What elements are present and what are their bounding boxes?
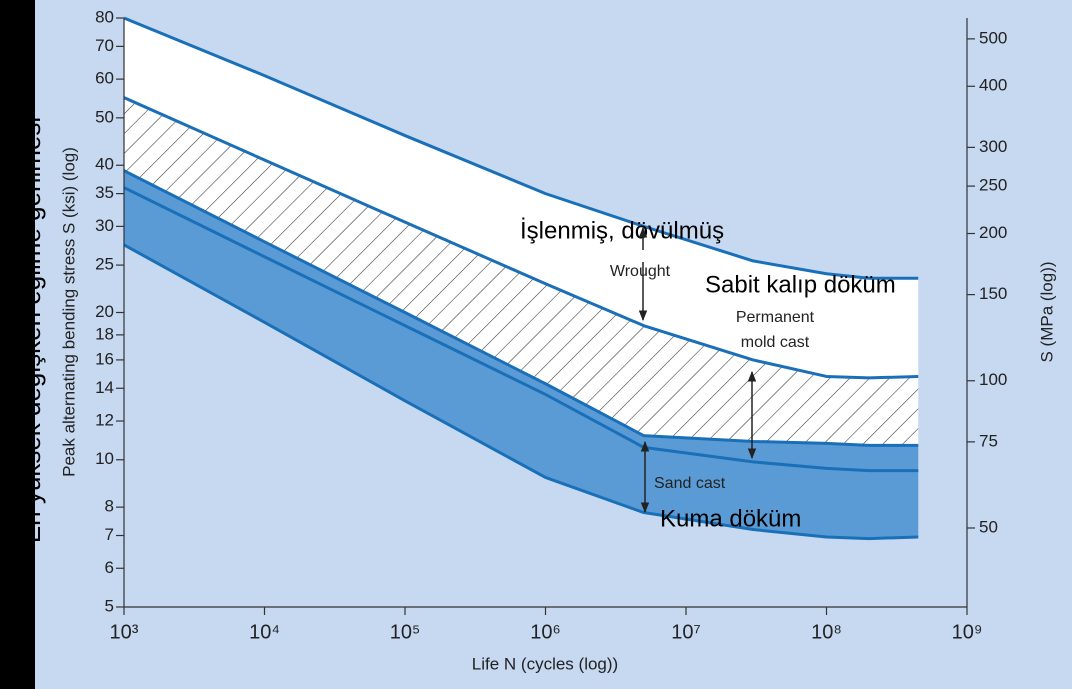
y2-tick-label: 75 (979, 431, 998, 450)
y-tick-label: 12 (95, 411, 114, 430)
y-tick-label: 10 (95, 449, 114, 468)
annotation: mold cast (741, 334, 810, 351)
band-fill (124, 18, 919, 378)
band-hatch (124, 97, 919, 446)
y2-tick-label: 500 (979, 28, 1007, 47)
y-tick-label: 6 (105, 558, 114, 577)
x-axis-label: Life N (cycles (log)) (472, 654, 618, 673)
annotation: Kuma döküm (660, 505, 801, 532)
y-tick-label: 80 (95, 7, 114, 26)
y-tick-label: 30 (95, 216, 114, 235)
y2-tick-label: 100 (979, 370, 1007, 389)
annotation: Permanent (736, 309, 815, 326)
annotation: Sabit kalıp döküm (705, 271, 896, 298)
y2-axis-label: S (MPa (log)) (1037, 261, 1056, 362)
y-axis-label: Peak alternating bending stress S (ksi) … (59, 147, 78, 477)
y-tick-label: 70 (95, 36, 114, 55)
y2-tick-label: 400 (979, 76, 1007, 95)
y-tick-label: 35 (95, 183, 114, 202)
annotation: Sand cast (654, 475, 726, 492)
x-tick-label: 10⁴ (249, 621, 280, 643)
x-tick-label: 10⁶ (530, 621, 560, 643)
y-tick-label: 60 (95, 69, 114, 88)
x-tick-label: 10⁸ (811, 621, 842, 643)
y2-tick-label: 200 (979, 223, 1007, 242)
annotation: Wrought (610, 263, 671, 280)
x-tick-label: 10⁷ (671, 621, 700, 643)
x-tick-label: 10³ (110, 621, 139, 643)
y-tick-label: 8 (105, 497, 114, 516)
y2-tick-label: 50 (979, 517, 998, 536)
y-tick-label: 18 (95, 324, 114, 343)
y-tick-label: 7 (105, 525, 114, 544)
x-tick-label: 10⁵ (390, 621, 421, 643)
y-tick-label: 40 (95, 155, 114, 174)
y-tick-label: 16 (95, 349, 114, 368)
curve (123, 169, 919, 447)
x-tick-label: 10⁹ (952, 621, 983, 643)
left-strip (0, 0, 35, 689)
y-tick-label: 50 (95, 107, 114, 126)
y2-tick-label: 250 (979, 176, 1007, 195)
y-tick-label: 20 (95, 302, 114, 321)
y-tick-label: 14 (95, 378, 114, 397)
y2-tick-label: 300 (979, 137, 1007, 156)
band-fill (124, 187, 919, 539)
y-tick-label: 25 (95, 255, 114, 274)
y-tick-label: 5 (105, 596, 114, 615)
curve (123, 16, 919, 280)
y2-tick-label: 150 (979, 284, 1007, 303)
side-title: En yüksek değişken eğilme gerilmesi (16, 117, 46, 543)
curve (123, 96, 919, 380)
annotation: İşlenmiş, dövülmüş (520, 217, 724, 244)
